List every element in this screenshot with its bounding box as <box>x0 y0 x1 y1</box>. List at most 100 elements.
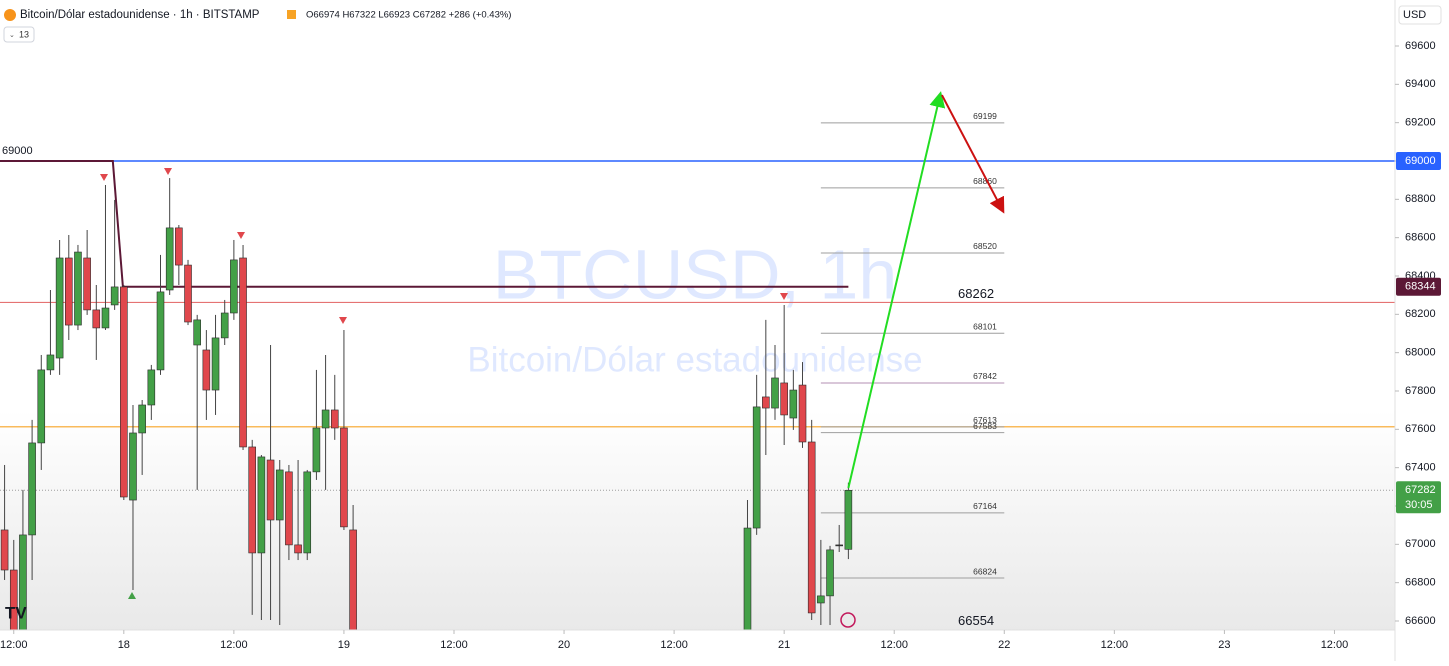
fib-label: 69199 <box>973 111 997 121</box>
candle-body <box>74 251 82 326</box>
candle-body <box>120 286 128 498</box>
candle-body <box>789 389 798 419</box>
y-tick-label: 67400 <box>1405 462 1436 474</box>
candle-body <box>743 527 752 630</box>
candle-body <box>65 257 73 326</box>
sell-signal <box>339 317 347 324</box>
price-axis <box>1395 0 1449 661</box>
price-tag <box>1396 481 1441 514</box>
sell-signal <box>237 232 245 239</box>
price-tag <box>1396 151 1441 170</box>
candle-body <box>330 409 339 429</box>
candle-body <box>780 382 788 416</box>
trendline <box>0 159 849 288</box>
candle-body <box>294 544 302 554</box>
symbol-icon <box>4 9 16 21</box>
fib-label: 68860 <box>973 176 997 186</box>
x-axis <box>0 630 1449 661</box>
candle-body <box>129 432 137 501</box>
candle-body <box>817 595 825 604</box>
candle-body <box>771 377 779 409</box>
alert-icon[interactable] <box>840 612 856 628</box>
candle-body <box>0 529 9 571</box>
candle-body <box>193 319 201 346</box>
candle-body <box>321 409 330 429</box>
x-tick-label: 12:00 <box>220 639 248 651</box>
candle-body <box>46 354 55 371</box>
candle-body <box>312 427 321 473</box>
x-tick-label: 12:00 <box>660 639 688 651</box>
fib-label: 67583 <box>973 421 997 431</box>
candle-body <box>266 459 275 521</box>
sell-signal <box>164 168 172 175</box>
currency-button[interactable] <box>1398 5 1442 25</box>
candle-body <box>156 291 165 371</box>
candle-body <box>239 257 247 448</box>
candle-body <box>184 264 192 323</box>
candle-body <box>138 404 146 434</box>
candle-body <box>9 569 18 630</box>
candle-body <box>275 469 284 521</box>
ohlc-legend: O66974 H67322 L66923 C67282 +286 (+0.43%… <box>306 10 511 21</box>
candle-body <box>202 349 211 391</box>
x-tick-label: 20 <box>558 639 570 651</box>
candle-body <box>19 534 27 630</box>
candle-body <box>230 259 238 314</box>
indicator-toggle[interactable] <box>3 26 35 43</box>
price-tag <box>1396 277 1441 296</box>
candle-body <box>83 257 91 311</box>
price-tag-label: 68344 <box>1405 281 1436 293</box>
y-tick-label: 69600 <box>1405 40 1436 52</box>
price-tags: 69000 68344 67282 30:05 <box>1396 151 1441 514</box>
x-tick-label: 19 <box>338 639 350 651</box>
candle-body <box>349 529 357 630</box>
candle-body <box>303 471 312 554</box>
x-tick-label: 18 <box>118 639 130 651</box>
level-label: 69000 <box>2 145 33 157</box>
fib-label: 67164 <box>973 501 997 511</box>
arrow <box>847 91 946 489</box>
arrow <box>941 94 1005 214</box>
buy-signal <box>128 592 136 599</box>
candle-body <box>211 337 220 391</box>
fib-label: 67613 <box>973 415 997 425</box>
y-tick-label: 66800 <box>1405 577 1436 589</box>
y-tick-label: 68200 <box>1405 308 1436 320</box>
candle-body <box>762 396 770 409</box>
candle-body <box>28 442 36 536</box>
y-tick-label: 67800 <box>1405 385 1436 397</box>
plot-background <box>0 0 1395 630</box>
fib-label: 67842 <box>973 371 997 381</box>
candle-body <box>175 227 183 266</box>
price-tag-label: 69000 <box>1405 155 1436 167</box>
candle-body <box>257 456 266 554</box>
plot: 69000 68262 69199 68860 68520 68101 67842 67613… <box>0 91 1395 630</box>
candle-body <box>248 446 257 554</box>
sell-signal <box>780 293 788 300</box>
fib-label: 66824 <box>973 566 997 576</box>
x-tick-label: 21 <box>778 639 790 651</box>
y-tick-label: 68800 <box>1405 193 1436 205</box>
x-tick-label: 22 <box>998 639 1010 651</box>
candle-body <box>844 489 853 550</box>
watermark-symbol: BTCUSD, 1h <box>493 235 898 313</box>
candle-body <box>92 309 101 329</box>
x-tick-label: 12:00 <box>440 639 468 651</box>
indicator-caret: ⌄ <box>9 32 15 39</box>
logo-mark: TV <box>5 603 27 622</box>
symbol-title: Bitcoin/Dólar estadounidense · 1h · BITS… <box>20 9 260 21</box>
price-tag-label: 67282 <box>1405 484 1436 496</box>
candle-body <box>807 441 816 614</box>
y-tick-label: 67600 <box>1405 423 1436 435</box>
signal-markers <box>100 168 856 628</box>
candle-body <box>55 257 64 359</box>
x-tick-label: 12:00 <box>0 639 28 651</box>
candle-body <box>340 427 348 528</box>
fib-label: 68520 <box>973 241 997 251</box>
watermark: BTCUSD, 1h Bitcoin/Dólar estadounidense <box>467 235 922 379</box>
sell-signal <box>100 174 108 181</box>
x-tick-label: 12:00 <box>1101 639 1129 651</box>
candle-body <box>147 369 156 406</box>
range-low-label: 66554 <box>958 613 994 628</box>
